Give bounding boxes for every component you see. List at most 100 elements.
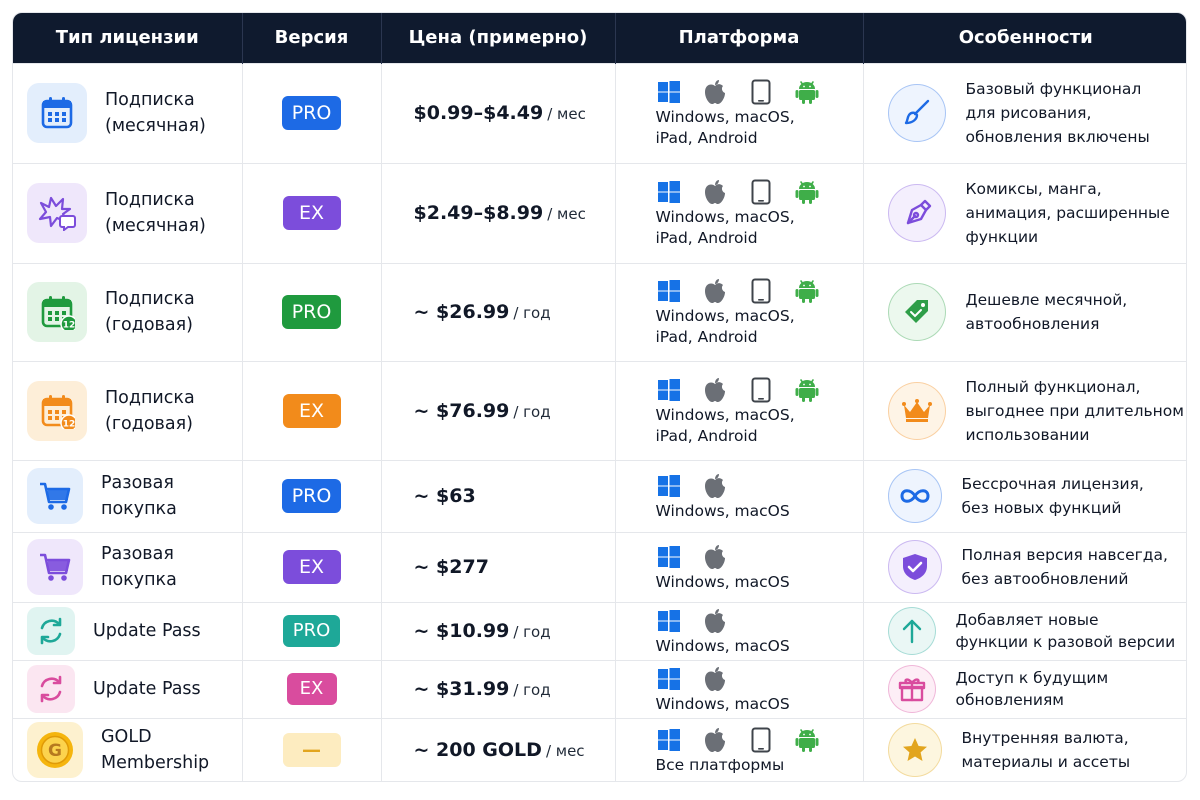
features-cell: Дешевле месячной, автообновления <box>863 262 1186 361</box>
windows-icon <box>656 727 682 753</box>
table-row: Подписка (месячная) EX $2.49–$8.99/ мес W… <box>13 162 1186 263</box>
platform-line: iPad, Android <box>655 129 758 147</box>
platform-line: iPad, Android <box>655 426 758 445</box>
price-value: ~ $277 <box>413 556 489 578</box>
feature-line: Полный функционал, <box>965 377 1141 396</box>
feature-text: Дешевле месячной, автообновления <box>966 288 1128 336</box>
license-type-cell: 12 Подписка (годовая) <box>13 360 243 460</box>
price-value: ~ $31.99 <box>413 678 510 700</box>
apple-icon <box>702 377 728 403</box>
price-cell: ~ $26.99/ год <box>381 262 616 361</box>
feature-line: материалы и ассеты <box>961 753 1131 772</box>
feature-text: Доступ к будущим обновлениям <box>956 667 1109 711</box>
license-type-name: Подписка (месячная) <box>105 187 206 239</box>
version-badge: EX <box>286 673 337 705</box>
price-unit: / мес <box>545 742 585 761</box>
license-type-line: Подписка <box>105 387 195 408</box>
feature-line: функции к разовой версии <box>955 633 1176 651</box>
apple-icon <box>702 544 728 570</box>
android-icon <box>794 377 820 403</box>
license-type-line: Разовая <box>101 544 174 564</box>
version-badge: EX <box>282 393 341 428</box>
feature-line: Дешевле месячной, <box>965 291 1128 309</box>
platform-text: Windows, macOS <box>656 636 863 657</box>
license-type-name: Update Pass <box>93 618 201 644</box>
license-table-card: Тип лицензии Версия Цена (примерно) Плат… <box>12 12 1187 782</box>
platform-line: Windows, macOS <box>655 636 790 655</box>
license-type-name: Разовая покупка <box>101 470 177 522</box>
license-type-cell: Подписка (месячная) <box>13 62 243 163</box>
price-value: ~ $76.99 <box>413 399 510 422</box>
price-cell: ~ $10.99/ год <box>381 601 616 660</box>
license-type-name: Подписка (месячная) <box>105 87 206 139</box>
license-table: Тип лицензии Версия Цена (примерно) Плат… <box>13 13 1186 781</box>
feature-text: Комиксы, манга, анимация, расширенные функ… <box>966 177 1170 249</box>
version-cell: EX <box>242 659 382 718</box>
license-type-name: Подписка (годовая) <box>105 286 195 338</box>
version-badge: EX <box>282 550 341 584</box>
version-badge: PRO <box>281 96 342 130</box>
feature-line: функции <box>965 228 1039 246</box>
windows-icon <box>656 608 682 634</box>
feature-line: Полная версия навсегда, <box>961 546 1168 564</box>
windows-icon <box>656 278 682 304</box>
version-cell: EX <box>242 360 382 460</box>
gold-coin-icon: G <box>27 722 83 779</box>
license-type-line: Подписка <box>105 90 195 110</box>
price-cell: $0.99–$4.49/ мес <box>381 62 616 163</box>
price-value: $0.99–$4.49 <box>413 102 544 124</box>
platform-icons <box>656 542 863 572</box>
apple-icon <box>702 473 728 499</box>
header-features: Особенности <box>863 13 1186 63</box>
cart-icon <box>27 468 83 524</box>
table-row: 12 Подписка (годовая) EX ~ $76.99/ год Wi… <box>13 360 1186 460</box>
feature-text: Базовый функционал для рисования, обновлен… <box>966 77 1150 149</box>
calendar-12-icon: 12 <box>27 380 87 441</box>
feature-line: для рисования, <box>965 104 1092 122</box>
android-icon <box>794 727 820 753</box>
table-header-row: Тип лицензии Версия Цена (примерно) Плат… <box>13 13 1186 63</box>
apple-icon <box>702 666 728 692</box>
tablet-icon <box>748 278 774 304</box>
license-type-cell: Подписка (месячная) <box>13 162 243 263</box>
license-type-line: покупка <box>101 570 177 590</box>
refresh-icon <box>27 665 75 713</box>
apple-icon <box>702 79 728 105</box>
platform-cell: Windows, macOS, iPad, Android <box>615 360 864 460</box>
windows-icon <box>656 473 682 499</box>
feature-text: Добавляет новые функции к разовой версии <box>956 609 1176 653</box>
platform-line: Windows, macOS, <box>655 108 795 126</box>
table-row: Update Pass PRO ~ $10.99/ год Windows, m… <box>13 601 1186 660</box>
features-cell: Бессрочная лицензия, без новых функций <box>863 459 1186 532</box>
refresh-icon <box>27 607 75 655</box>
license-type-name: Разовая покупка <box>101 541 177 593</box>
version-cell: PRO <box>242 262 382 361</box>
license-type-line: (месячная) <box>105 216 206 236</box>
license-type-line: GOLD <box>101 727 152 748</box>
feature-line: выгоднее при длительном <box>965 401 1184 420</box>
platform-icons <box>656 77 863 107</box>
price-cell: ~ 200 GOLD / мес <box>381 717 616 781</box>
platform-cell: Windows, macOS <box>615 601 864 660</box>
windows-icon <box>656 79 682 105</box>
price-cell: ~ $76.99/ год <box>381 360 616 460</box>
feature-line: анимация, расширенные <box>965 204 1170 222</box>
version-badge: — <box>282 733 341 768</box>
license-type-line: (месячная) <box>105 116 206 136</box>
platform-cell: Windows, macOS <box>615 659 864 718</box>
price-value: ~ 200 GOLD <box>413 739 542 762</box>
license-type-cell: Update Pass <box>13 659 243 718</box>
header-license-type: Тип лицензии <box>13 13 243 63</box>
version-cell: — <box>242 717 382 781</box>
platform-icons <box>656 471 863 501</box>
calendar-icon <box>27 83 87 143</box>
platform-cell: Windows, macOS <box>615 531 864 602</box>
platform-icons <box>656 177 863 207</box>
crown-icon <box>887 381 946 440</box>
version-cell: PRO <box>242 459 382 532</box>
license-type-name: GOLD Membership <box>101 724 209 776</box>
svg-text:G: G <box>48 741 62 761</box>
platform-line: Windows, macOS <box>655 572 790 591</box>
comic-burst-icon <box>27 183 87 243</box>
feature-text: Полный функционал, выгоднее при длительно… <box>966 375 1184 447</box>
